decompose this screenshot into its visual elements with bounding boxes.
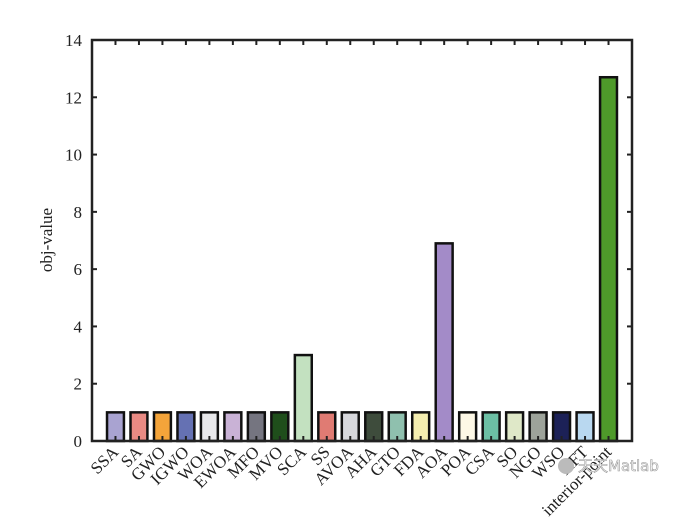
y-tick-label: 0 bbox=[74, 432, 83, 451]
bar bbox=[434, 242, 454, 443]
y-tick-label: 14 bbox=[65, 31, 83, 50]
y-tick-label: 4 bbox=[74, 317, 83, 336]
y-tick-label: 10 bbox=[65, 146, 82, 165]
y-tick-label: 12 bbox=[65, 88, 82, 107]
bar bbox=[598, 75, 619, 443]
bar bbox=[293, 353, 314, 443]
y-axis-label: obj-value bbox=[37, 208, 56, 272]
y-tick-label: 6 bbox=[74, 260, 83, 279]
y-tick-label: 2 bbox=[74, 375, 83, 394]
watermark-icon bbox=[558, 458, 574, 474]
plot-frame bbox=[90, 38, 634, 443]
watermark: 天天Matlab bbox=[578, 457, 659, 475]
y-tick-label: 8 bbox=[74, 203, 83, 222]
